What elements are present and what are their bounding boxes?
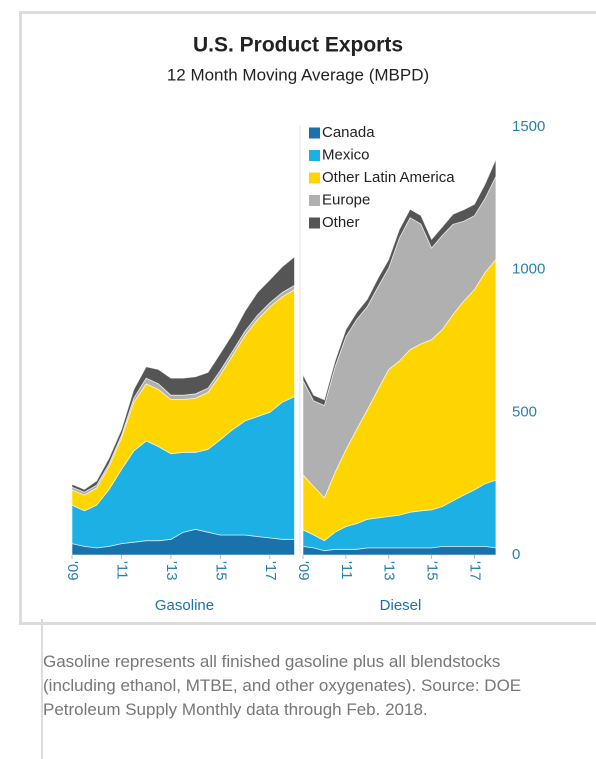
area bbox=[71, 255, 295, 493]
frame bbox=[19, 11, 596, 625]
chart-subtitle: 12 Month Moving Average (MBPD) bbox=[167, 65, 429, 84]
chart-title: U.S. Product Exports bbox=[193, 34, 403, 57]
legend-swatch bbox=[309, 217, 320, 229]
legend-swatch bbox=[309, 195, 320, 206]
x-tick-label: '17 bbox=[262, 561, 279, 581]
footnote: Gasoline represents all finished gasolin… bbox=[43, 652, 522, 719]
chart: U.S. Product Exports 12 Month Moving Ave… bbox=[64, 34, 545, 614]
legend-label: Canada bbox=[322, 124, 375, 141]
x-tick-label: '17 bbox=[466, 561, 483, 581]
legend-label: Other bbox=[322, 214, 360, 231]
legend-swatch bbox=[309, 127, 320, 139]
y-tick-label: 500 bbox=[512, 403, 537, 420]
panel-label: Gasoline bbox=[155, 597, 214, 614]
x-tick-label: '11 bbox=[113, 561, 130, 579]
area bbox=[302, 159, 497, 407]
x-tick-label: '11 bbox=[338, 561, 355, 579]
x-tick-label: '15 bbox=[212, 561, 229, 581]
x-tick-label: '15 bbox=[424, 561, 441, 581]
panel-label: Diesel bbox=[380, 597, 422, 614]
x-tick-label: '13 bbox=[381, 561, 398, 581]
legend-swatch bbox=[309, 150, 320, 161]
x-tick-label: '09 bbox=[295, 561, 312, 581]
y-tick-label: 1500 bbox=[512, 118, 545, 135]
y-tick-label: 0 bbox=[512, 546, 520, 563]
x-tick-label: '13 bbox=[163, 561, 180, 581]
legend-label: Mexico bbox=[322, 146, 370, 163]
frame-line bbox=[41, 619, 43, 759]
y-tick-label: 1000 bbox=[512, 261, 545, 278]
x-tick-label: '09 bbox=[64, 561, 81, 581]
legend-swatch bbox=[309, 172, 320, 184]
legend-label: Europe bbox=[322, 191, 370, 208]
legend-label: Other Latin America bbox=[322, 169, 455, 186]
